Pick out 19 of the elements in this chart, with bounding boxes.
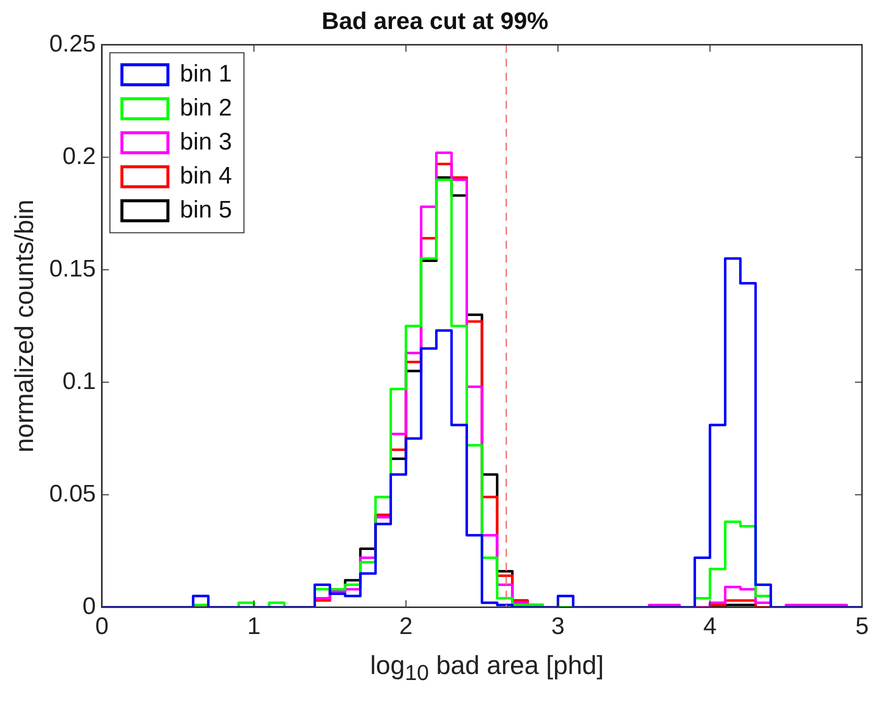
x-tick-label: 4 xyxy=(703,613,717,640)
legend-label: bin 2 xyxy=(180,94,232,122)
y-axis-title: normalized counts/bin xyxy=(8,200,39,452)
x-tick-label: 1 xyxy=(247,613,261,640)
x-tick-label: 5 xyxy=(855,613,869,640)
y-tick-label: 0.05 xyxy=(49,480,96,508)
y-tick-label: 0.15 xyxy=(49,255,96,282)
x-axis-title: log$_{10}$ bad area [phd] xyxy=(369,650,605,686)
y-tick-label: 0.25 xyxy=(49,30,96,58)
legend-label: bin 4 xyxy=(180,162,232,190)
y-tick-label: 0.1 xyxy=(62,368,96,395)
y-tick-label: 0.2 xyxy=(62,142,96,170)
legend-label: bin 5 xyxy=(180,196,232,224)
x-tick-label: 2 xyxy=(399,613,413,640)
legend-label: bin 3 xyxy=(180,128,232,156)
y-tick-label: 0 xyxy=(82,592,96,620)
chart-title: Bad area cut at 99% xyxy=(322,8,548,36)
legend-label: bin 1 xyxy=(180,60,232,88)
x-tick-label: 3 xyxy=(551,613,565,640)
